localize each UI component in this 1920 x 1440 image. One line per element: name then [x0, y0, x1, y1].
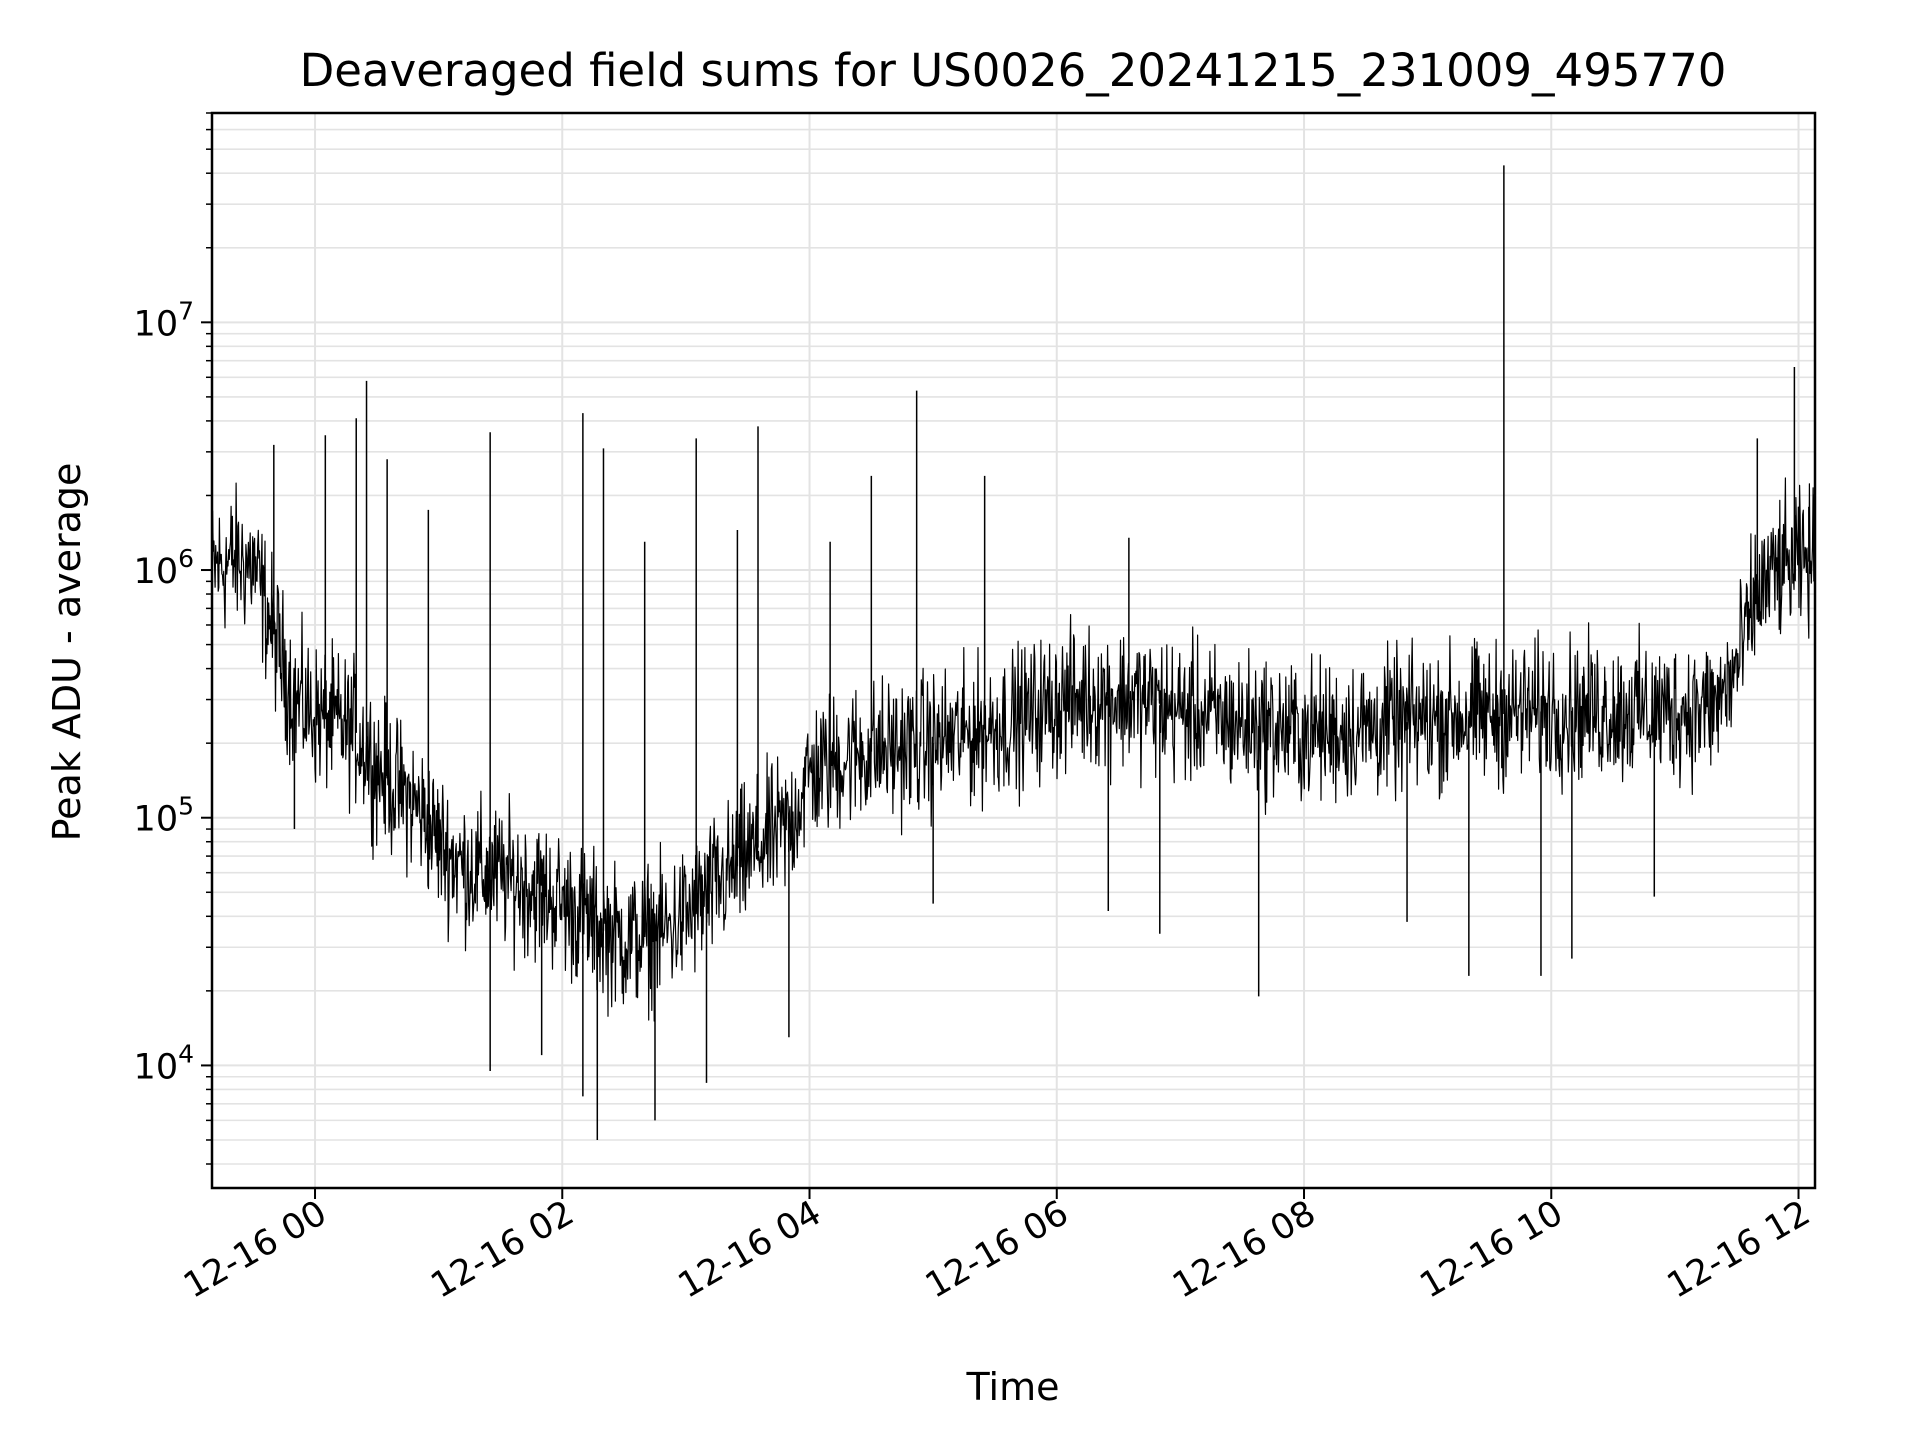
- y-tick-base: 10: [134, 552, 179, 592]
- chart-title: Deaveraged field sums for US0026_2024121…: [300, 44, 1727, 97]
- y-tick-exponent: 7: [178, 296, 194, 325]
- y-tick-base: 10: [134, 1047, 179, 1087]
- y-axis-label: Peak ADU - average: [45, 463, 89, 842]
- plot-frame: [210, 111, 1817, 1190]
- series-line: [211, 477, 1816, 1022]
- y-tick-exponent: 6: [178, 544, 194, 573]
- grid: [212, 112, 1815, 1188]
- y-tick-label: 106: [134, 544, 194, 592]
- x-axis-label: Time: [966, 1365, 1060, 1409]
- y-tick-base: 10: [134, 800, 179, 840]
- y-tick-label: 105: [134, 792, 194, 840]
- y-tick-label: 107: [134, 296, 194, 344]
- y-tick-label: 104: [134, 1039, 194, 1087]
- data-layer: [211, 165, 1816, 1140]
- y-tick-exponent: 4: [178, 1039, 194, 1068]
- y-tick-exponent: 5: [178, 792, 194, 821]
- y-tick-base: 10: [134, 304, 179, 344]
